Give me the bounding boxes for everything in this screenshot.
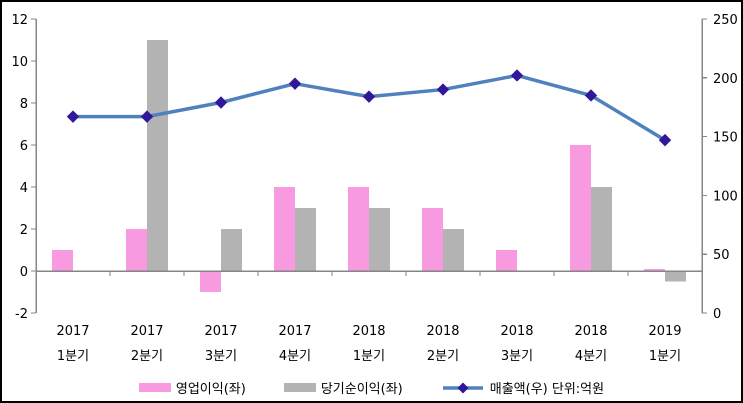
legend-label-operating-profit: 영업이익(좌) <box>175 382 246 397</box>
revenue-marker-diamond <box>288 77 302 90</box>
x-axis-quarter-label: 2분기 <box>427 349 459 364</box>
x-axis-year-label: 2017 <box>130 324 163 339</box>
bar-net-income <box>443 229 464 271</box>
x-axis-quarter-label: 4분기 <box>575 349 607 364</box>
left-axis-tick-label: 4 <box>20 181 28 196</box>
bar-operating-profit <box>570 145 591 271</box>
x-axis-year-label: 2019 <box>648 324 681 339</box>
legend-label-net-income: 당기순이익(좌) <box>320 382 403 397</box>
x-axis-year-label: 2018 <box>352 324 385 339</box>
x-axis-year-label: 2017 <box>56 324 89 339</box>
bar-operating-profit <box>126 229 147 271</box>
bar-operating-profit <box>274 187 295 271</box>
revenue-marker-diamond <box>362 90 376 103</box>
revenue-marker-diamond <box>658 133 672 147</box>
bar-net-income <box>369 208 390 271</box>
x-axis-year-label: 2017 <box>204 324 237 339</box>
legend-diamond-marker-icon <box>457 382 469 393</box>
revenue-marker-diamond <box>140 110 154 123</box>
right-axis-tick-label: 0 <box>713 307 721 322</box>
x-axis-quarter-label: 2분기 <box>131 349 163 364</box>
bar-net-income <box>665 271 686 282</box>
x-axis-quarter-label: 1분기 <box>353 349 385 364</box>
legend-item-revenue: 매출액(우) 단위:억원 <box>441 378 604 397</box>
revenue-marker-diamond <box>510 69 524 82</box>
x-axis-quarter-label: 3분기 <box>205 349 237 364</box>
left-axis-tick-label: 10 <box>11 55 28 70</box>
bar-operating-profit <box>422 208 443 271</box>
bar-net-income <box>147 40 168 271</box>
bar-operating-profit <box>496 250 517 271</box>
right-axis-tick-label: 250 <box>713 13 738 28</box>
combo-chart-plot: 12 10 8 6 4 2 0 -2 250 200 150 100 50 0 2017 1분기 2017 2분기… <box>11 13 738 364</box>
left-axis-tick-label: 12 <box>11 13 28 28</box>
x-axis-quarter-label: 1분기 <box>57 349 89 364</box>
right-axis-tick-label: 200 <box>713 72 738 87</box>
legend-item-operating-profit: 영업이익(좌) <box>138 378 246 397</box>
x-axis-year-label: 2017 <box>278 324 311 339</box>
legend-label-revenue: 매출액(우) 단위:억원 <box>489 382 605 397</box>
left-axis-tick-label: 2 <box>20 223 28 238</box>
chart-legend: 영업이익(좌) 당기순이익(좌) 매출액(우) 단위:억원 <box>2 378 741 397</box>
revenue-marker-diamond <box>214 96 228 109</box>
bar-operating-profit <box>200 271 221 292</box>
bar-net-income <box>295 208 316 271</box>
legend-swatch-operating-profit <box>138 383 171 392</box>
legend-swatch-revenue-line <box>442 382 483 393</box>
bar-operating-profit <box>348 187 369 271</box>
bar-net-income <box>591 187 612 271</box>
right-axis-tick-label: 100 <box>713 189 738 204</box>
legend-swatch-net-income <box>283 383 316 392</box>
bar-net-income <box>221 229 242 271</box>
x-axis-quarter-label: 4분기 <box>279 349 311 364</box>
right-axis-tick-label: 50 <box>713 248 730 263</box>
x-axis-year-label: 2018 <box>500 324 533 339</box>
left-axis-tick-label: -2 <box>15 307 28 322</box>
bar-operating-profit <box>644 268 665 271</box>
left-axis-tick-label: 0 <box>20 265 28 280</box>
revenue-marker-diamond <box>584 89 598 102</box>
x-axis-year-label: 2018 <box>574 324 607 339</box>
x-axis-quarter-label: 3분기 <box>501 349 533 364</box>
bar-operating-profit <box>52 250 73 271</box>
left-axis-tick-label: 8 <box>20 97 28 112</box>
revenue-marker-diamond <box>66 110 80 123</box>
right-axis-tick-label: 150 <box>713 131 738 146</box>
left-axis-tick-label: 6 <box>20 139 28 154</box>
revenue-marker-diamond <box>436 83 450 96</box>
x-axis-year-label: 2018 <box>426 324 459 339</box>
x-axis-quarter-label: 1분기 <box>649 349 681 364</box>
legend-item-net-income: 당기순이익(좌) <box>283 378 403 397</box>
